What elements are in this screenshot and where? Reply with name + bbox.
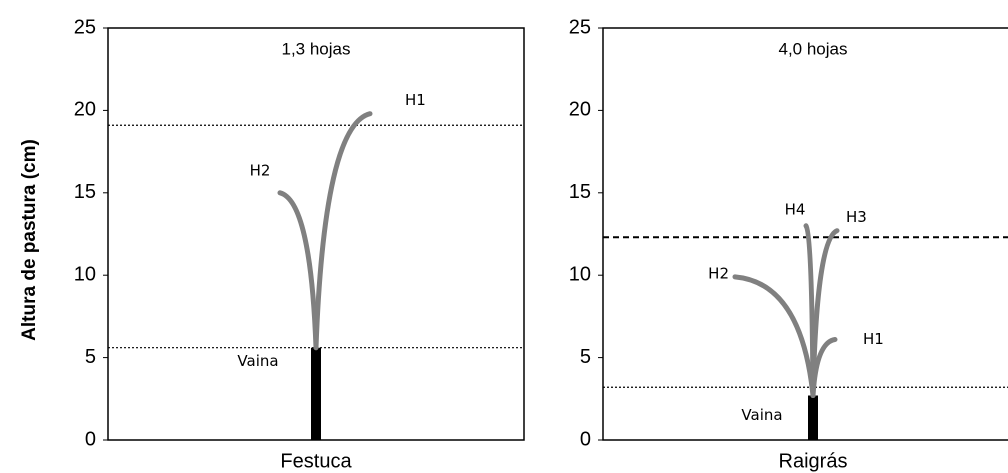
plot-frame [602,27,1008,441]
sheath-bar [808,395,818,440]
panel-title: 1,3 hojas [282,39,351,58]
leaf-label: H1 [863,330,884,348]
y-tick-label: 20 [74,99,96,121]
leaf-label: H3 [846,208,867,226]
sheath-bar [311,347,321,440]
leaf [313,111,373,351]
panel-title: 4,0 hojas [779,39,848,58]
y-tick-label: 0 [85,428,96,450]
y-tick-label: 5 [580,346,591,368]
leaf-label: H2 [708,264,729,282]
x-tick-label: Raigrás [779,450,848,472]
y-tick-label: 25 [569,16,591,38]
x-tick-label: Festuca [280,450,352,472]
y-tick-label: 20 [569,99,591,121]
leaf-label: H1 [405,91,426,109]
leaf [277,190,319,351]
y-axis-label: Altura de pastura (cm) [19,139,40,341]
y-tick-label: 25 [74,16,96,38]
y-tick-label: 10 [74,263,96,285]
y-tick-label: 15 [74,181,96,203]
sheath-label: Vaina [237,352,278,370]
y-tick-label: 10 [569,263,591,285]
sheath-label: Vaina [741,406,782,424]
leaf [803,223,816,399]
y-tick-label: 5 [85,346,96,368]
leaf-label: H2 [250,161,271,179]
y-tick-label: 0 [580,428,591,450]
y-tick-label: 15 [569,181,591,203]
leaf [732,274,816,399]
leaf-label: H4 [785,200,806,218]
